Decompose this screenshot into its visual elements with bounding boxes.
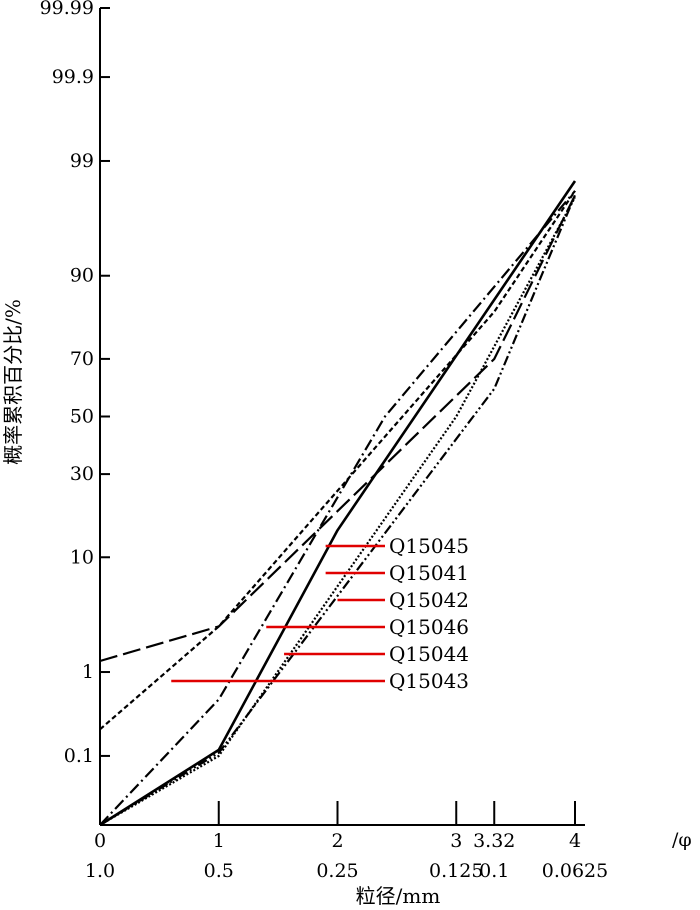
y-tick-label: 99.9 xyxy=(52,66,94,88)
y-axis: 0.1 1 10 30 50 70 90 99 99.9 99.99 xyxy=(40,0,110,825)
y-tick-label: 10 xyxy=(70,546,94,568)
y-tick-label: 1 xyxy=(82,661,94,683)
legend-label-q15042: Q15042 xyxy=(389,588,469,612)
y-tick-label: 0.1 xyxy=(64,745,94,767)
x-axis: 0 1.0 1 0.5 2 0.25 3 0.125 3.32 0.1 4 0.0625 xyxy=(85,801,608,882)
x-tick-label-phi: 3 xyxy=(450,830,462,852)
series-line-q15041 xyxy=(99,190,576,826)
y-tick-label: 99 xyxy=(70,150,94,172)
series-line-q15042 xyxy=(99,194,576,663)
y-tick-label: 99.99 xyxy=(40,0,94,19)
series-layer xyxy=(99,180,577,827)
x-tick-label-phi: 4 xyxy=(569,830,581,852)
x-tick-label-mm: 0.25 xyxy=(316,860,358,882)
x-tick-label-phi: 3.32 xyxy=(473,830,515,852)
y-axis-title: 概率累积百分比/% xyxy=(1,299,25,465)
x-tick-label-mm: 0.0625 xyxy=(542,860,608,882)
x-tick-label-mm: 0.5 xyxy=(204,860,234,882)
x-tick-label-mm: 0.1 xyxy=(479,860,509,882)
legend-label-q15041: Q15041 xyxy=(389,561,469,585)
series-line-q15045 xyxy=(99,180,577,827)
series-line-q15043 xyxy=(99,196,576,826)
y-tick-label: 30 xyxy=(70,463,94,485)
x-tick-label-phi: 1 xyxy=(213,830,225,852)
series-line-q15046 xyxy=(99,190,576,731)
x-axis-unit: /φ xyxy=(672,829,692,851)
legend-label-q15044: Q15044 xyxy=(389,642,469,666)
y-tick-label: 50 xyxy=(70,406,94,428)
legend-label-q15043: Q15043 xyxy=(389,669,469,693)
y-tick-label: 70 xyxy=(70,348,94,370)
x-tick-label-mm: 1.0 xyxy=(85,860,115,882)
series-line-q15044 xyxy=(99,194,577,826)
x-tick-label-phi: 0 xyxy=(94,830,106,852)
legend-label-q15045: Q15045 xyxy=(389,534,469,558)
y-tick-label: 90 xyxy=(70,265,94,287)
legend-label-q15046: Q15046 xyxy=(389,615,469,639)
x-tick-label-phi: 2 xyxy=(331,830,343,852)
x-axis-title: 粒径/mm xyxy=(356,884,441,908)
x-tick-label-mm: 0.125 xyxy=(429,860,483,882)
legend: Q15045 Q15041 Q15042 Q15046 Q15044 Q15043 xyxy=(171,534,469,693)
